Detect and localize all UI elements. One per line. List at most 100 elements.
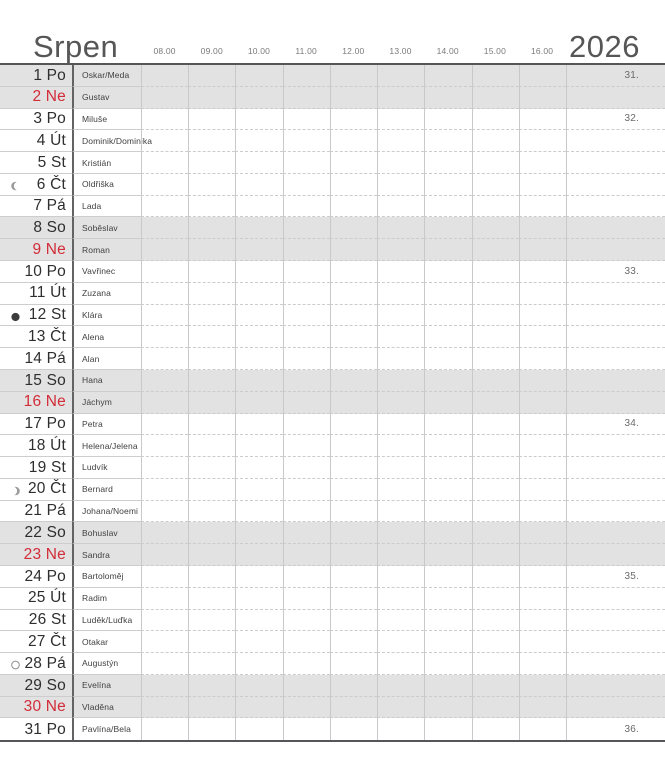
hour-cell (141, 369, 189, 392)
hour-cell (377, 369, 425, 392)
nameday-cell: Miluše (72, 108, 141, 131)
hour-cell (188, 478, 236, 501)
nameday-label: Sandra (82, 549, 111, 560)
hour-cell (329, 195, 378, 218)
hour-cell (424, 130, 472, 153)
hour-cell (282, 65, 330, 87)
day-row: 19 St Ludvík (0, 457, 665, 479)
hour-cell (235, 369, 283, 392)
hour-cell (518, 609, 566, 632)
hour-cell (188, 217, 236, 240)
hour-cell (471, 413, 519, 436)
hour-cell (282, 653, 330, 675)
day-label: 13 Čt (27, 328, 66, 346)
hour-cell (329, 282, 378, 305)
hour-cell (188, 282, 236, 305)
week-number: 36. (624, 723, 639, 735)
hour-cell (329, 369, 378, 392)
hour-cell (141, 674, 189, 697)
nameday-cell: Evelína (72, 674, 141, 697)
time-label: 15.00 (483, 46, 507, 56)
hour-cell (329, 217, 378, 240)
day-label-cell: 15 So (0, 370, 72, 392)
hour-cell (518, 587, 566, 610)
hour-cell (424, 696, 472, 719)
hour-cell (329, 261, 378, 283)
hour-cell (235, 587, 283, 610)
week-number-cell (565, 696, 665, 719)
hour-cell (235, 304, 283, 327)
hour-cell (518, 239, 566, 262)
hour-cell (141, 65, 189, 87)
nameday-cell: Johana/Noemi (72, 500, 141, 523)
hour-cell (377, 65, 425, 87)
time-label: 08.00 (153, 46, 176, 56)
hour-cell (282, 108, 330, 131)
hour-cell (424, 435, 472, 458)
day-label: 16 Ne (23, 393, 66, 411)
day-label: 6 Čt (36, 175, 66, 193)
nameday-cell: Pavlína/Bela (72, 718, 141, 741)
hour-cell (424, 348, 472, 370)
hour-cell (188, 86, 236, 109)
nameday-cell: Luděk/Luďka (72, 609, 141, 632)
hour-cell (424, 587, 472, 610)
day-label-cell: 29 So (0, 675, 72, 697)
hour-cell (235, 239, 283, 262)
day-label: 22 So (24, 524, 66, 542)
time-labels-row: 08.00 09.00 10.00 11.00 12.00 13.00 14.00 15.00… (0, 46, 665, 56)
hour-cell (141, 457, 189, 479)
hour-cell (424, 195, 472, 218)
hour-cell (282, 565, 330, 588)
hour-cell (141, 239, 189, 262)
day-label: 7 Pá (33, 197, 66, 215)
nameday-cell: Kristián (72, 152, 141, 174)
nameday-label: Vladěna (82, 702, 114, 713)
hour-cell (141, 195, 189, 218)
hour-cell (377, 522, 425, 545)
hour-cell (377, 173, 425, 196)
day-row: 10 Po Vavřinec 33. (0, 261, 665, 283)
hour-cell (377, 348, 425, 370)
hour-cell (188, 239, 236, 262)
hour-cell (188, 369, 236, 392)
hour-cell (518, 173, 566, 196)
week-number: 33. (624, 265, 639, 277)
hour-cell (377, 152, 425, 174)
hour-cell (471, 522, 519, 545)
day-row: 26 St Luděk/Luďka (0, 609, 665, 632)
hour-cell (141, 435, 189, 458)
hour-cell (518, 653, 566, 675)
hour-cell (424, 65, 472, 87)
hour-cell (518, 304, 566, 327)
nameday-cell: Klára (72, 304, 141, 327)
week-number-cell (565, 326, 665, 349)
hour-cell (188, 435, 236, 458)
hour-cell (518, 522, 566, 545)
hour-cell (188, 718, 235, 741)
day-label-cell: 2 Ne (0, 87, 72, 109)
hour-cell (188, 565, 236, 588)
hour-cell (141, 565, 189, 588)
week-number-cell (565, 631, 665, 654)
day-row: 5 St Kristián (0, 152, 665, 174)
nameday-cell: Roman (72, 239, 141, 262)
hour-cell (188, 500, 236, 523)
nameday-cell: Augustýn (72, 653, 141, 675)
nameday-cell: Sandra (72, 544, 141, 566)
day-label: 29 So (24, 676, 66, 694)
hour-cell (188, 152, 236, 174)
hour-cell (424, 152, 472, 174)
nameday-label: Gustav (82, 92, 110, 103)
hour-cell (282, 457, 330, 479)
week-number: 31. (624, 69, 639, 81)
day-label-cell: 28 Pá (0, 653, 72, 675)
time-label: 10.00 (247, 46, 271, 56)
hour-cell (471, 609, 519, 632)
hour-cell (141, 261, 189, 283)
nameday-label: Klára (82, 309, 103, 320)
day-label-cell: 23 Ne (0, 544, 72, 566)
day-label: 28 Pá (24, 654, 66, 672)
day-row: 15 So Hana (0, 369, 665, 392)
day-label: 9 Ne (32, 240, 66, 258)
